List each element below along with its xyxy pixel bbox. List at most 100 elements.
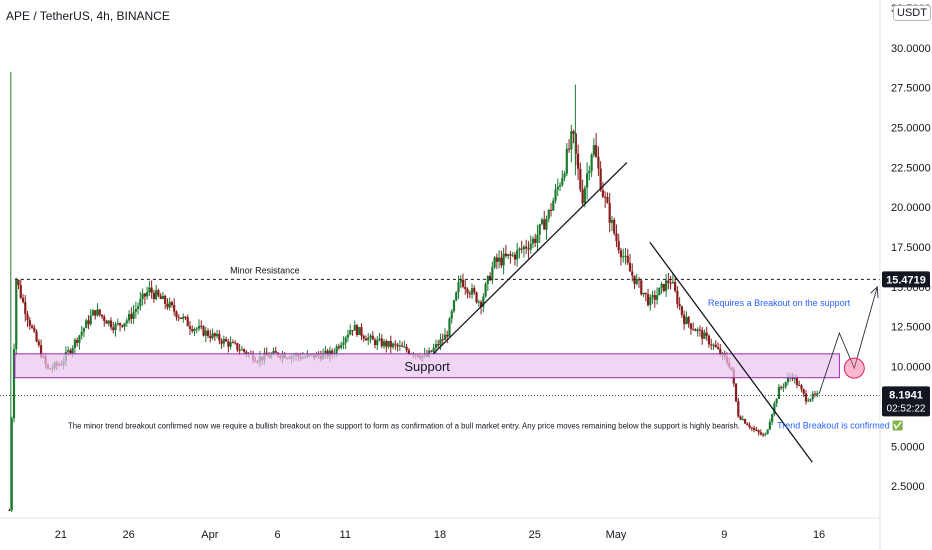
price-tick-label: 30.0000	[891, 43, 931, 55]
price-tick-label: 12.5000	[891, 322, 931, 334]
candle-body	[335, 346, 338, 354]
candle-body	[759, 432, 762, 435]
downtrend-line	[649, 241, 813, 463]
candle-body	[105, 320, 108, 324]
candle-body	[527, 248, 530, 250]
candle-body	[452, 300, 456, 312]
candle-body	[768, 422, 771, 430]
candle-body	[595, 145, 598, 157]
candle-body	[486, 275, 489, 284]
candle-body	[91, 310, 95, 316]
last-price-tag	[882, 386, 930, 417]
time-axis[interactable]: 21 26 Apr 6 11 18 25 May 9 16	[0, 517, 880, 541]
candle-body	[703, 332, 706, 339]
candle-body	[565, 148, 568, 174]
candle-body	[601, 190, 605, 197]
candle-body	[570, 131, 573, 150]
candle-body	[459, 279, 462, 283]
candle-body	[184, 316, 187, 318]
candle-body	[470, 288, 474, 295]
candle-body	[430, 350, 433, 352]
candle-body	[716, 347, 720, 349]
candle-body	[382, 341, 386, 347]
candle-body	[811, 393, 814, 400]
candle-body	[30, 325, 34, 328]
candle-body	[746, 423, 749, 426]
candle-body	[547, 209, 550, 219]
candle-body	[139, 299, 142, 307]
candle-body	[71, 347, 74, 354]
candle-body	[141, 293, 144, 300]
candle-body	[556, 186, 559, 190]
candle-body	[813, 393, 817, 395]
candle-body	[640, 280, 643, 295]
candle-body	[391, 343, 395, 348]
candle-body	[78, 335, 81, 343]
candle-body	[757, 430, 760, 433]
candle-body	[394, 343, 397, 345]
symbol-title[interactable]: APE / TetherUS, 4h, BINANCE	[6, 9, 170, 23]
candle-body	[351, 330, 354, 332]
candle-body	[186, 317, 189, 327]
candle-body	[597, 156, 600, 169]
candle-body	[191, 329, 194, 332]
candle-body	[152, 292, 155, 300]
time-tick-label: 18	[434, 529, 446, 541]
candle-body	[450, 311, 453, 319]
price-tick-label: 2.5000	[891, 481, 925, 493]
candle-body	[222, 339, 225, 344]
candle-body	[674, 281, 677, 291]
candle-body	[448, 318, 451, 337]
candle-body	[642, 292, 645, 295]
candle-body	[649, 297, 652, 306]
candle-body	[234, 342, 237, 344]
candle-body	[245, 351, 248, 355]
candle-body	[662, 283, 665, 292]
candle-body	[150, 287, 153, 293]
candle-body	[112, 327, 115, 331]
candle-body	[197, 325, 201, 329]
candle-body	[755, 429, 758, 431]
candle-body	[572, 131, 575, 134]
candle-body	[538, 224, 541, 235]
candle-body	[170, 302, 174, 306]
time-tick-label: 6	[274, 529, 280, 541]
candle-body	[800, 385, 803, 390]
candle-body	[764, 433, 767, 435]
candle-body	[468, 293, 471, 295]
candle-body	[558, 185, 562, 187]
price-axis[interactable]: 32.500030.000027.500025.000022.500020.00…	[879, 0, 931, 550]
candle-body	[400, 345, 404, 347]
candle-body	[231, 342, 234, 344]
candle-body	[220, 340, 223, 344]
candle-body	[337, 346, 341, 348]
candle-body	[80, 331, 83, 336]
candle-body	[473, 288, 476, 293]
candle-body	[407, 350, 410, 354]
candle-body	[667, 280, 670, 283]
candle-body	[644, 292, 647, 295]
candle-body	[484, 283, 487, 297]
currency-unit-button[interactable]: USDT	[893, 5, 931, 21]
candle-body	[238, 349, 241, 351]
candle-body	[653, 295, 656, 300]
time-tick-label: Apr	[201, 529, 218, 541]
price-tick-label: 25.0000	[891, 123, 931, 135]
candle-body	[155, 290, 158, 300]
candle-body	[491, 267, 494, 281]
trend-breakout-note: Trend Breakout is confirmed ✅	[777, 420, 903, 431]
uptrend-line	[432, 162, 628, 355]
candle-body	[67, 350, 70, 352]
candle-body	[179, 317, 183, 319]
candle-body	[73, 339, 77, 348]
candle-body	[17, 280, 20, 286]
candle-body	[500, 257, 503, 266]
candle-body	[464, 286, 467, 290]
candle-body	[599, 168, 602, 191]
candle-body	[563, 173, 566, 178]
candle-body	[680, 306, 683, 315]
candle-body	[224, 339, 228, 342]
candle-body	[671, 281, 674, 284]
time-tick-label: 11	[340, 529, 351, 541]
